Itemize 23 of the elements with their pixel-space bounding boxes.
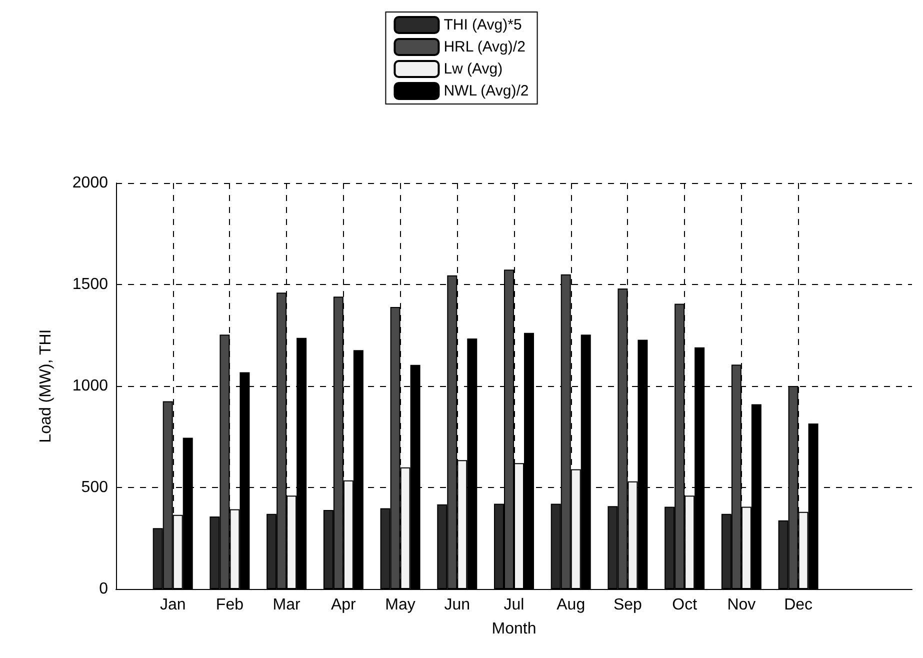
- y-tick-label: 0: [99, 580, 108, 598]
- x-tick-label: Jul: [504, 596, 524, 614]
- x-tick-label: Jun: [444, 596, 470, 614]
- y-tick-label: 2000: [72, 174, 108, 192]
- x-tick-label: Oct: [672, 596, 698, 614]
- x-tick-label: Dec: [784, 596, 813, 614]
- y-tick-label: 1000: [72, 378, 108, 394]
- x-tick-label: Nov: [727, 596, 756, 614]
- x-tick-label: Jan: [160, 596, 186, 614]
- x-tick-label: Mar: [272, 596, 302, 614]
- y-tick-label: 1500: [72, 276, 108, 293]
- x-tick-label: Sep: [613, 596, 642, 614]
- y-axis-title: Load (MW), THI: [38, 329, 54, 443]
- x-axis-title: Month: [492, 620, 536, 638]
- legend-label: THI (Avg)*5: [444, 16, 522, 34]
- x-tick-label: Apr: [330, 596, 357, 614]
- x-tick-label: Feb: [216, 596, 244, 614]
- x-tick-label: May: [385, 596, 416, 614]
- legend-label: NWL (Avg)/2: [444, 82, 529, 100]
- x-tick-label: Aug: [556, 596, 586, 614]
- legend-label: Lw (Avg): [444, 60, 503, 78]
- legend-label: HRL (Avg)/2: [444, 38, 526, 56]
- y-tick-label: 500: [81, 479, 108, 496]
